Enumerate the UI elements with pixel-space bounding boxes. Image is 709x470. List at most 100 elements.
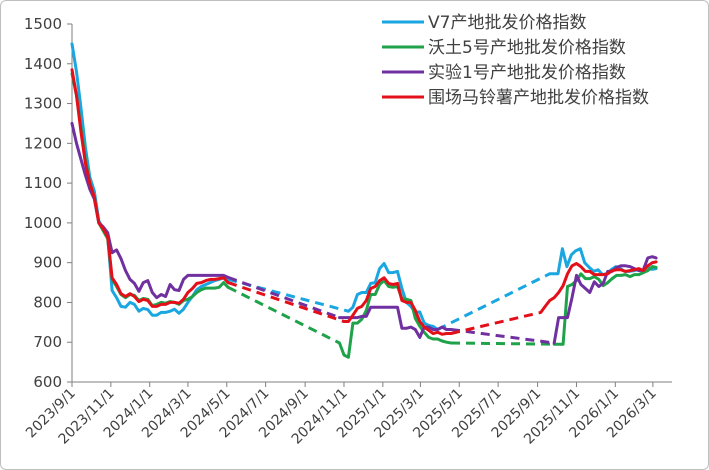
data-point [147,279,149,282]
data-point [173,301,176,304]
data-point [160,293,162,296]
data-point [633,269,636,271]
data-point [84,162,87,164]
data-point [356,322,359,324]
data-point [647,265,649,267]
data-point [191,287,194,290]
data-point [151,291,154,294]
data-point [423,322,426,324]
data-point [213,278,216,281]
data-point [218,277,220,280]
data-point [620,269,622,271]
data-point [347,356,350,359]
data-point [160,311,162,314]
data-point [629,269,631,272]
data-point [209,287,211,289]
data-point [651,255,654,258]
data-point [606,273,609,275]
data-point [75,142,78,145]
data-point [589,277,591,280]
data-point [374,293,377,296]
y-tick-label: 700 [33,333,62,351]
data-point [593,273,596,276]
data-point [93,196,96,198]
data-point [369,293,372,296]
data-point [557,291,560,294]
data-point [374,285,377,288]
data-point [142,281,145,284]
data-point [111,277,113,279]
data-point [213,274,216,277]
data-point [387,282,390,285]
data-point [200,281,203,284]
data-point [410,326,412,328]
data-point [80,158,82,160]
data-point [142,298,145,301]
data-point [584,287,587,290]
data-point [120,305,122,308]
data-point [160,301,162,304]
data-point [566,265,568,268]
data-point [196,288,198,291]
data-point [182,308,185,311]
data-point [571,296,573,299]
data-point [173,308,176,311]
data-point [566,316,569,319]
data-point [387,306,390,309]
plot-area [70,42,658,359]
data-point [427,326,430,328]
data-point [182,298,185,301]
data-point [611,277,613,280]
data-point [436,338,439,340]
y-tick-label: 900 [33,254,62,272]
data-point [432,325,434,328]
data-point [633,273,636,276]
data-point [620,274,622,277]
data-point [209,278,211,281]
data-point [432,338,434,340]
series-3 [70,68,658,336]
data-point [147,308,149,311]
data-point [593,275,596,278]
data-point [75,94,78,97]
data-point [655,266,657,269]
data-point [414,309,417,312]
data-point [347,320,350,323]
data-point [584,270,587,273]
data-point [548,273,551,275]
data-point [169,301,171,304]
data-point [80,130,82,133]
data-point [169,310,171,313]
data-point [365,315,368,318]
series-line-dashed [227,285,341,345]
data-point [583,261,586,264]
data-point [383,277,385,279]
data-point [71,122,73,125]
data-point [540,311,542,314]
data-point [111,289,113,292]
data-point [414,317,417,320]
data-point [392,306,394,309]
data-point [338,342,341,344]
data-point [227,281,229,284]
data-point [602,273,604,276]
data-point [638,267,640,270]
y-tick-label: 1500 [24,15,62,33]
data-point [187,298,189,301]
data-point [209,274,211,277]
data-point [615,266,618,269]
data-point [598,285,600,288]
data-point [401,299,403,302]
data-point [450,332,452,335]
data-point [602,282,604,285]
data-point [378,306,381,309]
data-point [655,257,657,259]
series-line-dashed [227,275,341,320]
data-point [205,279,207,282]
data-point [138,300,140,303]
data-point [396,282,399,285]
data-point [124,269,127,272]
data-point [561,247,564,250]
y-tick-label: 1100 [24,174,62,192]
data-point [352,306,354,309]
